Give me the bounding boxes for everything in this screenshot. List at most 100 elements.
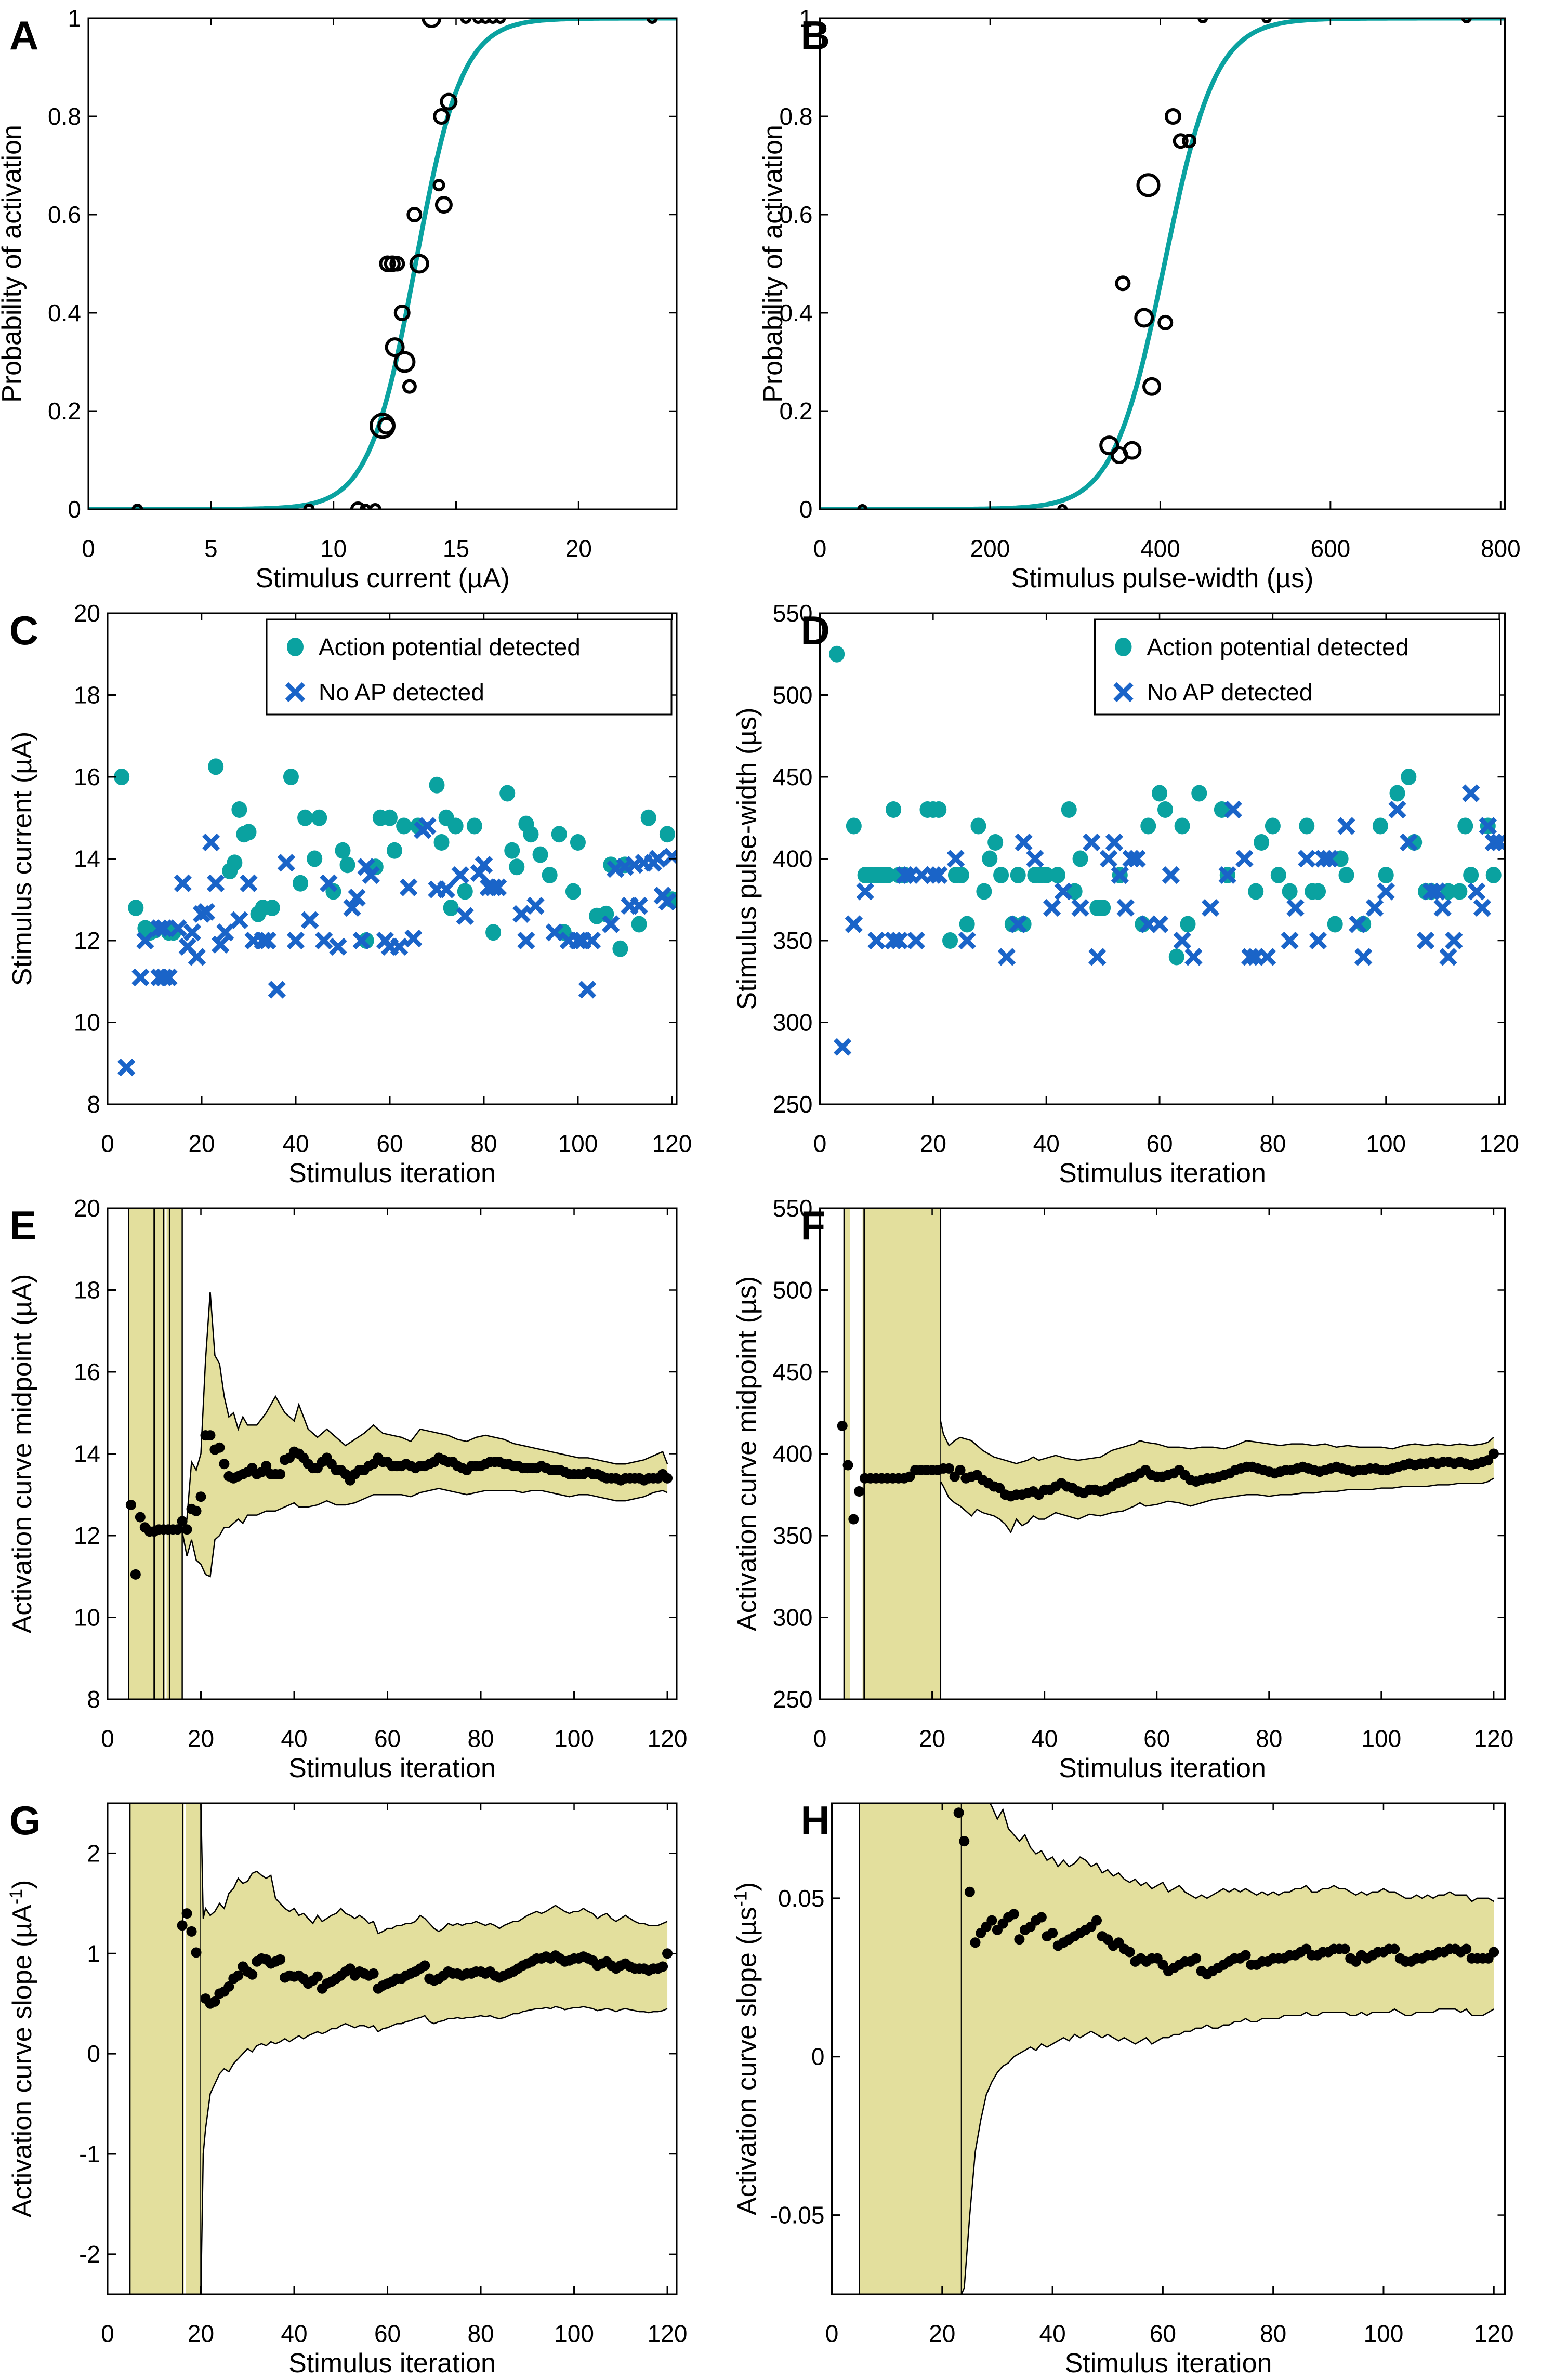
response-proportion-circle [131, 504, 143, 509]
y-tick-label: -0.05 [770, 2202, 825, 2229]
no-ap-marker [131, 968, 150, 987]
estimate-dot [1389, 1943, 1400, 1954]
no-ap-marker [230, 911, 248, 929]
y-tick-label: 550 [773, 600, 813, 627]
ap-detected-marker [208, 758, 224, 775]
estimate-dot [172, 1524, 183, 1535]
response-proportion-circle [440, 92, 458, 111]
ap-detected-marker [1168, 948, 1184, 966]
y-tick-label: 16 [74, 763, 100, 790]
response-proportion-circle [1261, 18, 1272, 23]
y-tick-label: 16 [74, 1358, 100, 1385]
estimate-dot [955, 1465, 966, 1475]
y-tick-label: 0.05 [778, 1885, 825, 1912]
no-ap-marker [583, 931, 601, 950]
x-tick-label: 60 [374, 2320, 401, 2347]
panel-e-canvas: 0 20 40 60 80 100 120 8 10 12 14 16 18 20 Stimulus ite… [7, 1195, 687, 1783]
axes-frame [831, 1802, 1506, 2295]
panel-f: 0 20 40 60 80 100 120 250 300 350 400 450 500 550 Stim… [732, 1190, 1541, 1785]
estimate-dot [1191, 1953, 1202, 1964]
estimate-dot [848, 1514, 859, 1525]
x-tick-label: 60 [1146, 1130, 1173, 1157]
ap-detected-marker [1457, 817, 1473, 835]
ap-detected-marker [241, 824, 257, 841]
estimate-dot [186, 1926, 197, 1937]
ap-detected-marker [1140, 817, 1156, 835]
no-ap-marker [1388, 800, 1406, 819]
no-ap-marker [1173, 931, 1191, 950]
y-axis-label: Activation curve midpoint (µs) [732, 1276, 762, 1631]
ap-detected-marker [1049, 867, 1065, 883]
response-proportion-circle [646, 18, 658, 24]
x-tick-label: 0 [101, 2320, 114, 2347]
estimate-dot [1339, 1943, 1350, 1954]
y-axis-label: Activation curve slope (µA-1) [6, 1880, 37, 2218]
y-tick-label: 1 [68, 5, 81, 32]
ap-detected-marker [433, 834, 450, 851]
y-tick-label: 14 [74, 1440, 100, 1467]
estimate-dot [191, 1505, 202, 1516]
ap-detected-marker [485, 924, 502, 941]
y-tick-label: 300 [773, 1009, 813, 1036]
no-ap-marker [437, 880, 455, 898]
no-ap-marker [1150, 915, 1169, 933]
y-tick-label: 450 [773, 763, 813, 790]
no-ap-marker [1235, 850, 1254, 868]
estimate-dot [662, 1473, 673, 1484]
estimate-dot [247, 1969, 258, 1980]
no-ap-marker [1105, 833, 1124, 852]
no-ap-marker [348, 889, 366, 907]
response-proportion-circle [379, 255, 396, 272]
no-ap-marker [202, 833, 220, 852]
legend-label: Action potential detected [319, 633, 581, 660]
no-ap-marker [569, 931, 587, 950]
ap-detected-marker [931, 801, 947, 818]
response-proportion-circle [350, 501, 366, 509]
panel-c: 0 20 40 60 80 100 120 8 10 12 14 16 18 20 Stimulus ite… [0, 595, 770, 1190]
no-ap-marker [1071, 898, 1089, 917]
estimate-dot [177, 1516, 188, 1527]
x-tick-label: 0 [813, 1725, 827, 1752]
estimate-dot [125, 1499, 136, 1510]
y-tick-label: 0.2 [780, 398, 813, 425]
response-proportion-circle [1099, 435, 1119, 456]
no-ap-marker [1337, 817, 1355, 835]
no-ap-marker [649, 850, 667, 868]
no-ap-marker [1116, 898, 1135, 917]
x-tick-label: 400 [1140, 535, 1180, 562]
no-ap-marker [216, 923, 234, 942]
no-ap-marker [1258, 948, 1276, 966]
ap-detected-marker [1270, 867, 1286, 883]
ap-detected-marker [542, 867, 558, 883]
no-ap-marker [343, 898, 361, 917]
estimate-dot [854, 1486, 865, 1497]
axes-frame [819, 17, 1506, 510]
x-tick-label: 100 [558, 1130, 598, 1157]
ap-detected-marker [982, 850, 998, 867]
x-tick-label: 20 [188, 2320, 214, 2347]
no-ap-marker [1026, 850, 1044, 868]
x-tick-label: 80 [1256, 1725, 1282, 1752]
no-ap-marker [1184, 948, 1203, 966]
estimate-dot [209, 1996, 220, 2007]
no-ap-marker [268, 981, 286, 999]
x-tick-label: 20 [565, 535, 592, 562]
y-tick-label: 10 [74, 1009, 100, 1036]
y-tick-label: 250 [773, 1686, 813, 1713]
ap-detected-marker [1485, 867, 1502, 883]
estimate-dot [964, 1886, 975, 1897]
no-ap-marker [1484, 833, 1503, 852]
y-tick-label: 10 [74, 1604, 100, 1631]
y-axis-label: Stimulus pulse-width (µs) [732, 708, 762, 1010]
estimate-dot [181, 1908, 192, 1919]
x-tick-label: 80 [467, 1725, 494, 1752]
response-proportion-circle [389, 256, 405, 272]
x-tick-label: 20 [188, 1725, 214, 1752]
no-ap-marker [512, 905, 531, 923]
no-ap-marker [418, 817, 437, 835]
estimate-dot [214, 1442, 225, 1453]
no-ap-marker [117, 1058, 136, 1077]
estimate-dot [419, 1960, 430, 1971]
no-ap-marker [258, 931, 276, 950]
